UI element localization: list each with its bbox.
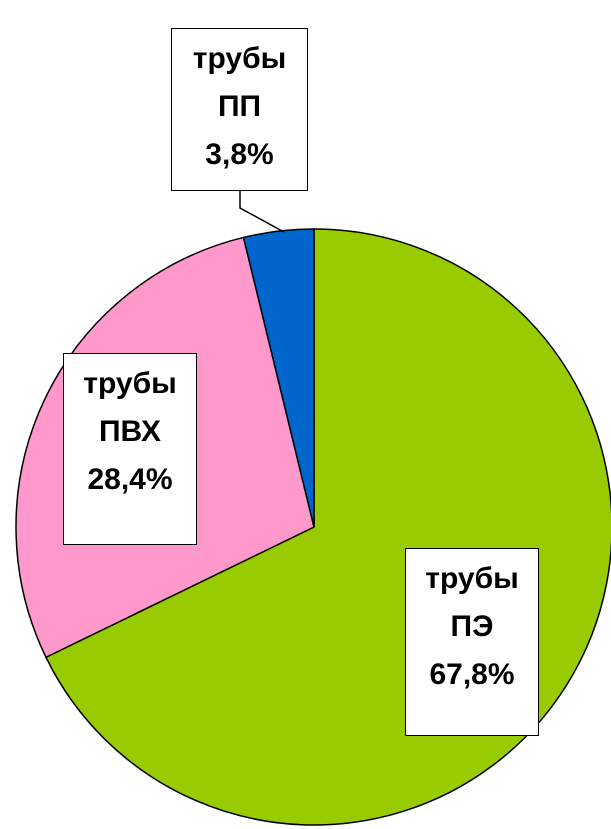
data-label: трубы ПЭ 67,8% <box>405 548 539 736</box>
value-label: 67,8% <box>429 658 515 691</box>
category-label: трубы ПВХ <box>83 367 177 448</box>
value-label: 3,8% <box>205 138 274 171</box>
category-label: трубы ПП <box>192 42 287 123</box>
leader-line <box>239 191 285 233</box>
pie-slice <box>242 228 315 528</box>
data-label: трубы ПП 3,8% <box>171 28 308 191</box>
value-label: 28,4% <box>87 463 173 496</box>
category-label: трубы ПЭ <box>425 562 519 643</box>
data-label: трубы ПВХ 28,4% <box>63 353 197 545</box>
